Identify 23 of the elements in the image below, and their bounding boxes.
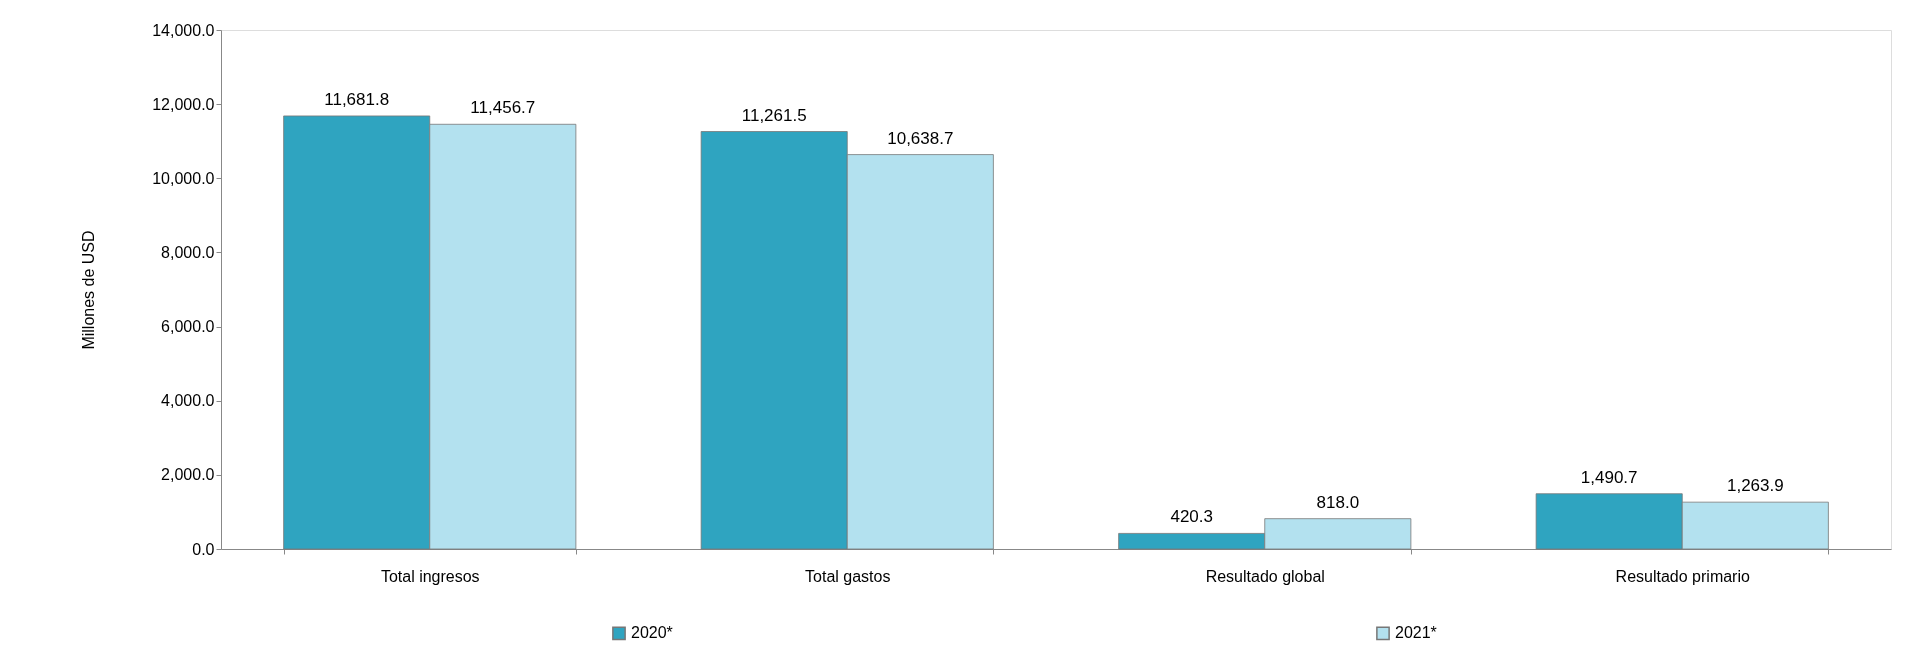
y-tick-label: 0.0	[192, 540, 215, 558]
x-tick-label: Total ingresos	[380, 567, 480, 585]
data-label: 1,263.9	[1726, 476, 1784, 496]
y-tick-label: 12,000.0	[152, 95, 215, 113]
data-label: 11,456.7	[470, 98, 536, 118]
y-tick-label: 14,000.0	[152, 21, 215, 39]
legend-label: 2021*	[1395, 624, 1437, 642]
y-tick-label: 10,000.0	[152, 169, 215, 187]
data-label: 11,261.5	[741, 105, 807, 125]
y-tick-label: 6,000.0	[161, 318, 215, 336]
y-tick-label: 4,000.0	[161, 392, 215, 410]
legend-label: 2020*	[631, 624, 673, 642]
y-tick-label: 2,000.0	[161, 466, 215, 484]
data-label: 11,681.8	[324, 89, 390, 109]
x-tick-label: Resultado primario	[1615, 567, 1750, 585]
data-label: 818.0	[1316, 492, 1360, 512]
x-tick-label: Resultado global	[1205, 567, 1325, 585]
x-tick-label: Total gastos	[805, 567, 891, 585]
y-tick-label: 8,000.0	[161, 243, 215, 261]
y-axis-title: Millones de USD	[80, 230, 98, 350]
data-label: 420.3	[1170, 507, 1213, 527]
data-label: 1,490.7	[1580, 467, 1638, 487]
data-label: 10,638.7	[887, 128, 954, 148]
